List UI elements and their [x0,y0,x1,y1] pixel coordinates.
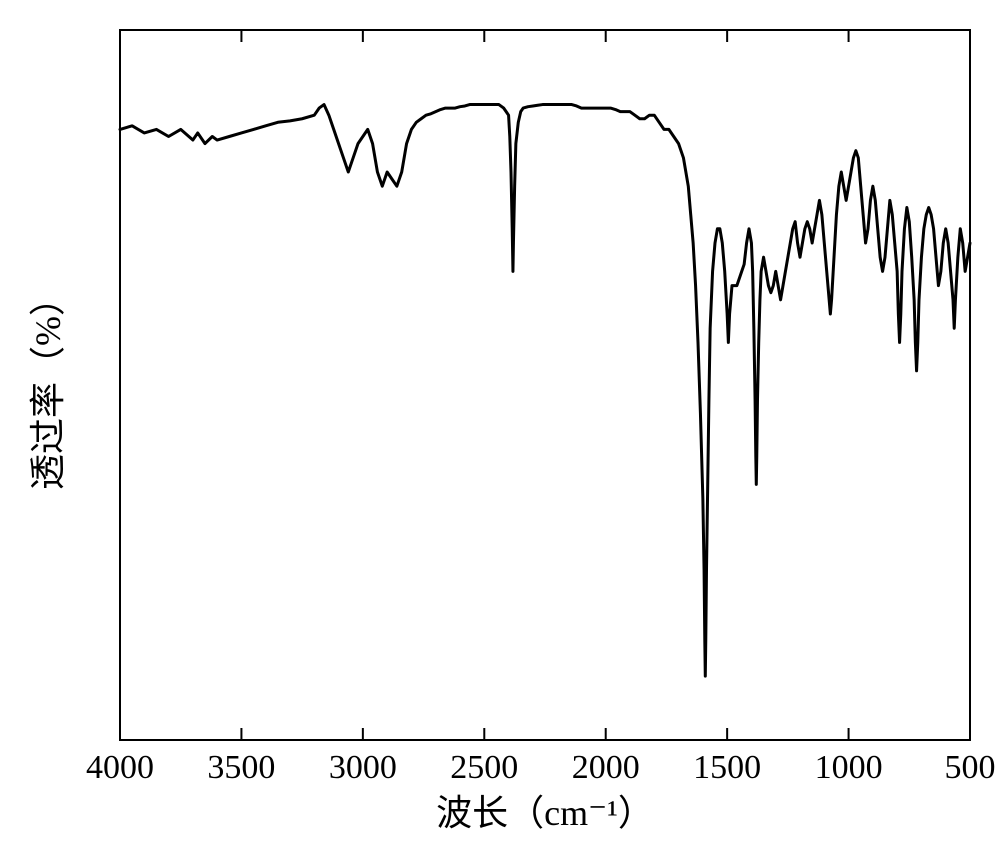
x-axis-label: 波长（cm⁻¹） [436,793,654,833]
chart-svg: 4000 3500 3000 2500 2000 1500 1000 500 波长（cm⁻¹）… [0,0,1000,849]
x-tick-label: 4000 [86,749,154,786]
x-tick-label: 3500 [207,749,275,786]
y-axis-label: 透过率（%） [28,280,68,490]
x-tick-label: 2000 [572,749,640,786]
x-tick-label: 1000 [815,749,883,786]
x-tick-label: 1500 [693,749,761,786]
ir-spectrum-chart: 4000 3500 3000 2500 2000 1500 1000 500 波长（cm⁻¹）… [0,0,1000,849]
x-tick-label: 500 [945,749,996,786]
x-tick-label: 2500 [450,749,518,786]
x-tick-label: 3000 [329,749,397,786]
axes [120,30,970,740]
